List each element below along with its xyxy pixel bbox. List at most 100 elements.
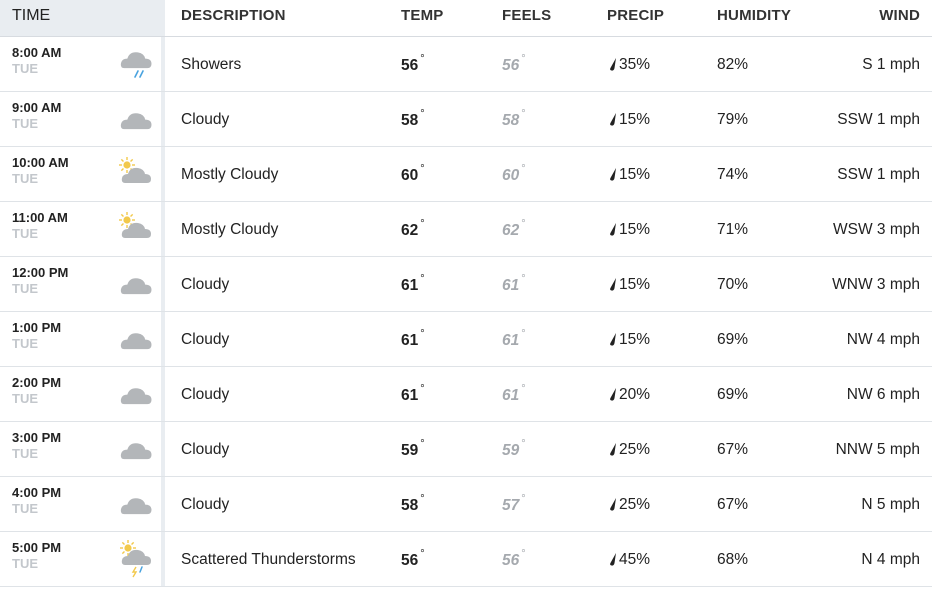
description-text: Mostly Cloudy	[181, 221, 279, 238]
cloudy-icon	[116, 265, 156, 303]
column-header-time[interactable]: TIME	[0, 0, 165, 36]
table-row[interactable]: 10:00 AM TUE Mostly Cloudy 60 ° 60 ° 15% 7…	[0, 147, 932, 202]
degree-symbol: °	[521, 163, 526, 175]
humidity-value: 74%	[717, 166, 749, 183]
table-row[interactable]: 3:00 PM TUE Cloudy 59 ° 59 ° 25% 67% NNW 5…	[0, 422, 932, 477]
feels-value: 59 °	[502, 438, 526, 459]
table-row[interactable]: 4:00 PM TUE Cloudy 58 ° 57 ° 25% 67% N 5 m…	[0, 477, 932, 532]
degree-symbol: °	[521, 53, 526, 65]
temp-value: 62 °	[401, 218, 425, 239]
time-cell: 3:00 PM TUE	[0, 422, 165, 476]
degree-symbol: °	[420, 383, 425, 395]
time-cell: 10:00 AM TUE	[0, 147, 165, 201]
wind-value: SSW 1 mph	[837, 166, 920, 183]
raindrop-icon	[609, 332, 617, 346]
time-label: 4:00 PM	[12, 485, 62, 500]
degree-symbol: °	[420, 53, 425, 65]
degree-symbol: °	[420, 328, 425, 340]
feels-value: 60 °	[502, 163, 526, 184]
time-label: 9:00 AM	[12, 100, 62, 115]
humidity-value: 67%	[717, 496, 749, 513]
cloudy-icon	[116, 430, 156, 468]
degree-symbol: °	[420, 273, 425, 285]
cloudy-icon	[116, 485, 156, 523]
raindrop-icon	[609, 57, 617, 71]
precip-value: 15%	[609, 111, 650, 129]
wind-value: NW 6 mph	[846, 386, 920, 403]
day-label: TUE	[12, 281, 38, 296]
table-row[interactable]: 1:00 PM TUE Cloudy 61 ° 61 ° 15% 69% NW 4 …	[0, 312, 932, 367]
temp-value: 60 °	[401, 163, 425, 184]
temp-value: 61 °	[401, 328, 425, 349]
time-cell: 5:00 PM TUE	[0, 532, 165, 586]
table-row[interactable]: 11:00 AM TUE Mostly Cloudy 62 ° 62 ° 15% 7…	[0, 202, 932, 257]
degree-symbol: °	[521, 328, 526, 340]
degree-symbol: °	[420, 493, 425, 505]
description-text: Cloudy	[181, 441, 230, 458]
time-cell: 4:00 PM TUE	[0, 477, 165, 531]
day-label: TUE	[12, 61, 38, 76]
feels-value: 61 °	[502, 328, 526, 349]
table-row[interactable]: 8:00 AM TUE Showers 56 ° 56 ° 35% 82% S 1 …	[0, 37, 932, 92]
description-text: Mostly Cloudy	[181, 166, 279, 183]
day-label: TUE	[12, 116, 38, 131]
humidity-value: 82%	[717, 56, 749, 73]
degree-symbol: °	[521, 108, 526, 120]
degree-symbol: °	[420, 218, 425, 230]
feels-value: 56 °	[502, 53, 526, 74]
table-row[interactable]: 5:00 PM TUE Scattered Thunderstorms 56 ° …	[0, 532, 932, 587]
raindrop-icon	[609, 552, 617, 566]
column-header-wind[interactable]: WIND	[879, 7, 920, 24]
table-row[interactable]: 2:00 PM TUE Cloudy 61 ° 61 ° 20% 69% NW 6 …	[0, 367, 932, 422]
wind-value: N 5 mph	[861, 496, 920, 513]
table-row[interactable]: 9:00 AM TUE Cloudy 58 ° 58 ° 15% 79% SSW 1…	[0, 92, 932, 147]
degree-symbol: °	[420, 438, 425, 450]
degree-symbol: °	[420, 548, 425, 560]
humidity-value: 71%	[717, 221, 749, 238]
column-header-description[interactable]: DESCRIPTION	[181, 7, 286, 24]
humidity-value: 68%	[717, 551, 749, 568]
time-cell: 2:00 PM TUE	[0, 367, 165, 421]
column-header-precip[interactable]: PRECIP	[607, 7, 665, 24]
wind-value: WNW 3 mph	[832, 276, 920, 293]
temp-value: 59 °	[401, 438, 425, 459]
raindrop-icon	[609, 167, 617, 181]
day-label: TUE	[12, 391, 38, 406]
degree-symbol: °	[521, 273, 526, 285]
description-text: Cloudy	[181, 496, 230, 513]
wind-value: NW 4 mph	[846, 331, 920, 348]
day-label: TUE	[12, 226, 38, 241]
description-text: Cloudy	[181, 386, 230, 403]
feels-value: 62 °	[502, 218, 526, 239]
column-header-feels[interactable]: FEELS	[502, 7, 552, 24]
raindrop-icon	[609, 222, 617, 236]
description-text: Showers	[181, 56, 242, 73]
raindrop-icon	[609, 112, 617, 126]
time-cell: 1:00 PM TUE	[0, 312, 165, 366]
precip-value: 15%	[609, 221, 650, 239]
degree-symbol: °	[521, 493, 526, 505]
feels-value: 57 °	[502, 493, 526, 514]
time-label: 5:00 PM	[12, 540, 62, 555]
day-label: TUE	[12, 501, 38, 516]
time-label: 12:00 PM	[12, 265, 69, 280]
mostly-cloudy-icon	[116, 155, 156, 193]
table-row[interactable]: 12:00 PM TUE Cloudy 61 ° 61 ° 15% 70% WNW …	[0, 257, 932, 312]
column-header-humidity[interactable]: HUMIDITY	[717, 7, 792, 24]
time-label: 11:00 AM	[12, 210, 68, 225]
day-label: TUE	[12, 556, 38, 571]
description-text: Cloudy	[181, 276, 230, 293]
day-label: TUE	[12, 446, 38, 461]
time-label: 1:00 PM	[12, 320, 62, 335]
humidity-value: 69%	[717, 386, 749, 403]
raindrop-icon	[609, 277, 617, 291]
time-label: 2:00 PM	[12, 375, 62, 390]
table-body: 8:00 AM TUE Showers 56 ° 56 ° 35% 82% S 1 …	[0, 37, 932, 587]
time-cell: 8:00 AM TUE	[0, 37, 165, 91]
description-text: Cloudy	[181, 111, 230, 128]
column-header-temp[interactable]: TEMP	[401, 7, 444, 24]
feels-value: 58 °	[502, 108, 526, 129]
cloudy-icon	[116, 320, 156, 358]
time-label: 10:00 AM	[12, 155, 69, 170]
